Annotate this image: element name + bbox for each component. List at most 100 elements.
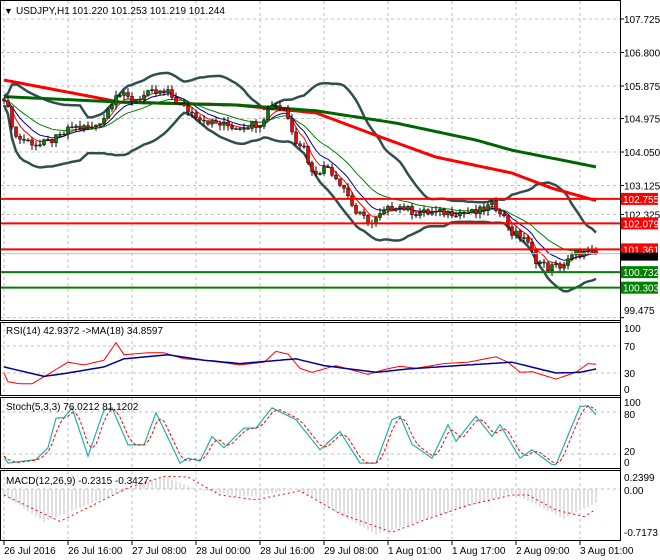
- stoch-title: Stoch(5,3,3) 76.0212 81.1202: [6, 402, 139, 413]
- resistance-level-badge: [621, 217, 658, 230]
- resistance-level-label: 101.361: [623, 245, 660, 256]
- candle-body: [34, 144, 38, 147]
- candle-body: [314, 171, 318, 175]
- candle-body: [562, 265, 566, 269]
- candle-body: [214, 120, 218, 124]
- candle-body: [330, 167, 334, 176]
- candle-body: [566, 258, 570, 266]
- triangle-down-icon[interactable]: ▼: [4, 6, 13, 16]
- candle-body: [502, 213, 506, 217]
- candle-body: [270, 104, 274, 110]
- y-tick-label: 103.125: [624, 182, 660, 193]
- candle-body: [158, 90, 162, 94]
- candle-body: [78, 125, 82, 130]
- candle-body: [74, 125, 78, 128]
- macd-tick-label: 0.2399: [624, 473, 655, 484]
- candle-body: [378, 213, 382, 218]
- y-tick-label: 99.475: [624, 306, 655, 317]
- candle-body: [190, 111, 194, 114]
- support-level-badge: [621, 266, 658, 279]
- candle-body: [322, 166, 326, 174]
- candle-body: [366, 215, 370, 224]
- macd-panel[interactable]: [3, 475, 597, 535]
- candle-body: [14, 126, 18, 137]
- candle-body: [298, 143, 302, 147]
- candle-body: [150, 89, 154, 91]
- candle-body: [466, 212, 470, 215]
- candle-body: [250, 121, 254, 129]
- candle-body: [434, 210, 438, 213]
- candle-body: [118, 95, 122, 97]
- candle-body: [574, 249, 578, 256]
- stochastic-panel[interactable]: [3, 405, 597, 466]
- resistance-level-label: 102.079: [623, 219, 660, 230]
- candle-body: [70, 126, 74, 129]
- candle-body: [342, 185, 346, 189]
- candle-body: [482, 206, 486, 211]
- candle-body: [338, 178, 342, 186]
- y-tick-label: 104.975: [624, 115, 660, 126]
- candle-body: [178, 103, 182, 105]
- candle-body: [50, 139, 54, 143]
- candle-body: [306, 145, 310, 164]
- rsi-tick-label: 0: [624, 385, 630, 396]
- candle-body: [282, 107, 286, 110]
- candle-body: [394, 208, 398, 211]
- candle-body: [406, 205, 410, 211]
- candle-body: [486, 204, 490, 211]
- candle-body: [286, 108, 290, 119]
- candle-body: [238, 128, 242, 130]
- candle-body: [442, 208, 446, 216]
- rsi-tick-label: 30: [624, 369, 636, 380]
- candle-body: [138, 98, 142, 101]
- candle-body: [534, 249, 538, 264]
- price-panel[interactable]: [1, 71, 620, 293]
- candle-body: [446, 211, 450, 216]
- stoch-tick-label: 20: [624, 447, 636, 458]
- candle-body: [6, 100, 10, 107]
- candle-body: [474, 209, 478, 214]
- candle-body: [42, 139, 46, 146]
- candle-body: [586, 250, 590, 252]
- support-level-label: 100.732: [623, 268, 660, 279]
- x-tick-label: 1 Aug 17:00: [452, 546, 506, 557]
- candle-body: [62, 133, 66, 136]
- candle-body: [206, 120, 210, 125]
- candle-body: [526, 237, 530, 243]
- candle-body: [414, 214, 418, 216]
- macd-title: MACD(12,26,9) -0.2315 -0.3427: [6, 476, 149, 487]
- x-tick-label: 1 Aug 01:00: [388, 546, 442, 557]
- candle-body: [430, 212, 434, 215]
- candle-body: [114, 95, 118, 106]
- candle-body: [594, 249, 598, 254]
- candle-body: [570, 254, 574, 260]
- x-tick-label: 26 Jul 16:00: [68, 546, 123, 557]
- candle-body: [130, 96, 134, 102]
- candle-body: [46, 139, 50, 141]
- candle-body: [218, 123, 222, 126]
- stoch-tick-label: 80: [624, 410, 636, 421]
- candle-body: [122, 92, 126, 96]
- candle-body: [154, 89, 158, 94]
- x-tick-label: 28 Jul 00:00: [196, 546, 251, 557]
- candle-body: [410, 205, 414, 215]
- candle-body: [362, 211, 366, 216]
- candle-body: [458, 212, 462, 217]
- candle-body: [358, 211, 362, 214]
- candle-body: [310, 162, 314, 172]
- candle-body: [86, 125, 90, 128]
- candle-body: [470, 209, 474, 214]
- candle-body: [234, 128, 238, 130]
- rsi-panel[interactable]: [3, 341, 597, 385]
- candle-body: [382, 209, 386, 214]
- candle-body: [242, 128, 246, 130]
- resistance-level-badge: [621, 243, 658, 256]
- candle-body: [162, 90, 166, 93]
- x-tick-label: 26 Jul 2016: [4, 546, 56, 557]
- rsi-title: RSI(14) 42.9372 ->MA(18) 34.8597: [6, 326, 163, 337]
- candle-body: [186, 105, 190, 113]
- candle-body: [390, 206, 394, 211]
- x-tick-label: 28 Jul 16:00: [260, 546, 315, 557]
- candle-body: [94, 124, 98, 128]
